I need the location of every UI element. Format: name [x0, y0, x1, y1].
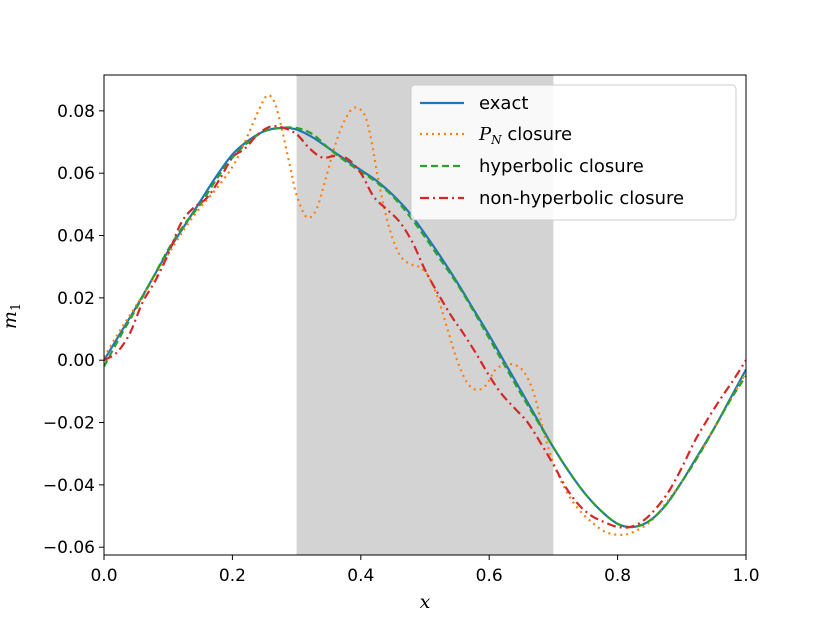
y-tick-label: −0.02	[43, 414, 95, 434]
y-tick-label: −0.06	[43, 538, 95, 558]
y-axis-label: m1	[0, 303, 24, 329]
legend-label-hyperbolic-closure: hyperbolic closure	[479, 156, 644, 177]
x-tick-label: 0.0	[90, 566, 117, 586]
y-tick-label: 0.06	[57, 164, 95, 184]
legend-label-non-hyperbolic-closure: non-hyperbolic closure	[479, 188, 684, 209]
x-tick-label: 0.4	[347, 566, 374, 586]
legend-box	[410, 84, 737, 221]
x-tick-label: 0.2	[219, 566, 246, 586]
x-axis: 0.0 0.2 0.4 0.6 0.8 1.0	[90, 555, 760, 586]
y-tick-label: 0.08	[57, 102, 95, 122]
y-tick-label: 0.04	[57, 227, 95, 247]
series-line-non-hyperbolic-closure	[104, 124, 746, 529]
y-axis: −0.06 −0.04 −0.02 0.00 0.02 0.04 0.06 0.08	[43, 102, 104, 558]
x-tick-label: 1.0	[732, 566, 759, 586]
plot-frame	[103, 74, 747, 556]
legend-label-pn-closure: PN closure	[478, 124, 572, 147]
y-tick-label: 0.02	[57, 289, 95, 309]
x-tick-label: 0.8	[604, 566, 631, 586]
x-axis-label: x	[420, 591, 431, 613]
legend: exact PN closure hyperbolic closure non-…	[410, 84, 737, 221]
series-line-hyperbolic-closure	[104, 126, 746, 529]
y-tick-label: −0.04	[43, 476, 95, 496]
y-tick-label: 0.00	[57, 351, 95, 371]
x-tick-label: 0.6	[476, 566, 503, 586]
legend-label-exact: exact	[479, 93, 528, 114]
